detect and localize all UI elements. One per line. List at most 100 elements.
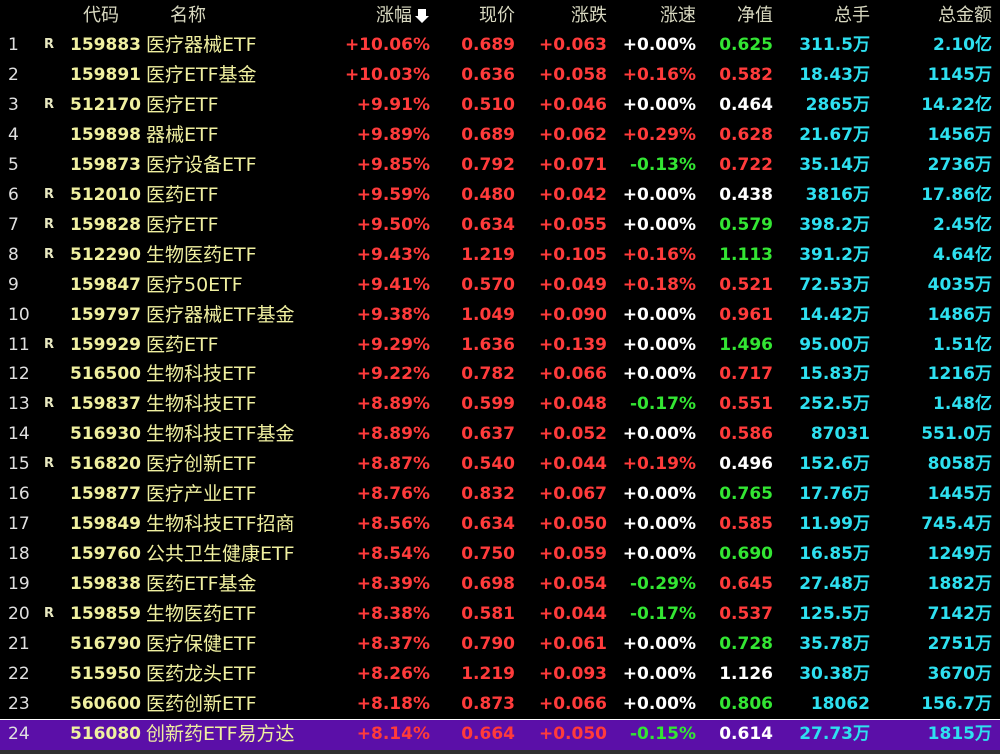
name[interactable]: 生物医药ETF [146,243,257,266]
change: +0.105 [538,244,607,265]
row-number: 19 [8,574,30,595]
volume: 391.2万 [799,244,870,265]
change: +0.066 [538,364,607,385]
name[interactable]: 医疗50ETF [146,273,243,296]
amount: 4035万 [927,274,992,295]
volume: 3816万 [805,184,870,205]
volume: 18.43万 [799,64,870,85]
name[interactable]: 医药ETF [146,333,219,356]
speed: +0.00% [622,184,696,205]
price: 0.510 [461,94,515,115]
name[interactable]: 器械ETF [146,123,219,146]
change-pct: +8.87% [356,454,430,475]
code: 516790 [70,634,141,654]
name[interactable]: 公共卫生健康ETF [146,543,295,566]
volume: 152.6万 [799,454,870,475]
name[interactable]: 医疗ETF [146,93,219,116]
change-pct: +10.03% [344,64,430,85]
column-header[interactable]: 现价 [479,5,515,26]
code: 159849 [70,514,141,535]
name[interactable]: 医疗保健ETF [146,633,257,655]
column-header[interactable]: 涨速 [660,5,696,26]
volume: 16.85万 [799,544,870,565]
volume: 30.38万 [799,663,870,684]
amount: 156.7万 [921,693,992,714]
name[interactable]: 生物科技ETF [146,393,257,416]
code: 159898 [70,124,141,145]
volume: 21.67万 [799,124,870,145]
name[interactable]: 生物科技ETF [146,363,257,386]
row-number: 6 [8,184,19,205]
name[interactable]: 医药ETF [146,183,219,206]
name[interactable]: 医疗器械ETF [146,34,257,56]
column-header[interactable]: 净值 [737,5,773,26]
row-number: 9 [8,274,19,295]
volume: 72.53万 [799,274,870,295]
name[interactable]: 创新药ETF易方达 [146,722,295,745]
margin-flag: R [44,336,55,352]
nav: 0.961 [719,304,773,325]
amount: 17.86亿 [921,184,992,205]
name[interactable]: 医药创新ETF [146,692,257,715]
name[interactable]: 生物科技ETF招商 [146,513,295,536]
volume: 252.5万 [799,394,870,415]
volume: 125.5万 [799,604,870,625]
amount: 2.45亿 [933,214,992,235]
code: 516930 [70,424,141,445]
code: 159877 [70,484,141,505]
name[interactable]: 生物科技ETF基金 [146,423,295,446]
row-number: 24 [8,723,30,744]
row-number: 18 [8,544,30,565]
code: 512290 [70,244,141,265]
amount: 8058万 [927,454,992,475]
volume: 11.99万 [799,514,870,535]
amount: 1882万 [927,574,992,595]
code: 512010 [70,184,141,205]
amount: 4.64亿 [933,244,992,265]
code: 516820 [70,454,141,475]
margin-flag: R [44,186,55,202]
change: +0.044 [538,604,607,625]
change-pct: +8.39% [356,574,430,595]
column-header[interactable]: 涨幅 [376,5,412,26]
column-header[interactable]: 名称 [170,5,206,26]
name[interactable]: 医疗创新ETF [146,453,257,476]
price: 0.698 [461,574,515,595]
row-number: 3 [8,94,19,115]
change: +0.050 [538,514,607,535]
code: 159891 [70,64,141,85]
change: +0.058 [538,64,607,85]
column-header[interactable]: 涨跌 [571,5,607,26]
change-pct: +8.26% [356,663,430,684]
name[interactable]: 医疗ETF [146,213,219,236]
change: +0.049 [538,274,607,295]
name[interactable]: 医药ETF基金 [146,573,257,596]
column-header[interactable]: 代码 [83,5,119,26]
name[interactable]: 医疗器械ETF基金 [146,303,295,326]
change-pct: +8.56% [356,514,430,535]
name[interactable]: 医疗产业ETF [146,483,257,506]
change: +0.055 [538,214,607,235]
nav: 0.438 [719,184,773,205]
code: 159929 [70,334,141,355]
name[interactable]: 医药龙头ETF [146,662,257,685]
code: 159859 [70,604,141,625]
row-number: 21 [8,634,30,654]
volume: 27.73万 [799,723,870,744]
price: 0.637 [461,424,515,445]
row-number: 22 [8,663,30,684]
name[interactable]: 医疗设备ETF [146,153,257,176]
volume: 35.14万 [799,154,870,175]
speed: +0.16% [622,64,696,85]
volume: 14.42万 [799,304,870,325]
change-pct: +9.43% [356,244,430,265]
column-header[interactable]: 总手 [834,5,870,26]
nav: 0.806 [719,693,773,714]
name[interactable]: 生物医药ETF [146,603,257,626]
code: 159847 [70,274,141,295]
name[interactable]: 医疗ETF基金 [146,63,257,86]
change-pct: +8.14% [356,723,430,744]
column-header[interactable]: 总金额 [938,5,992,26]
nav: 0.690 [719,544,773,565]
speed: +0.00% [622,514,696,535]
